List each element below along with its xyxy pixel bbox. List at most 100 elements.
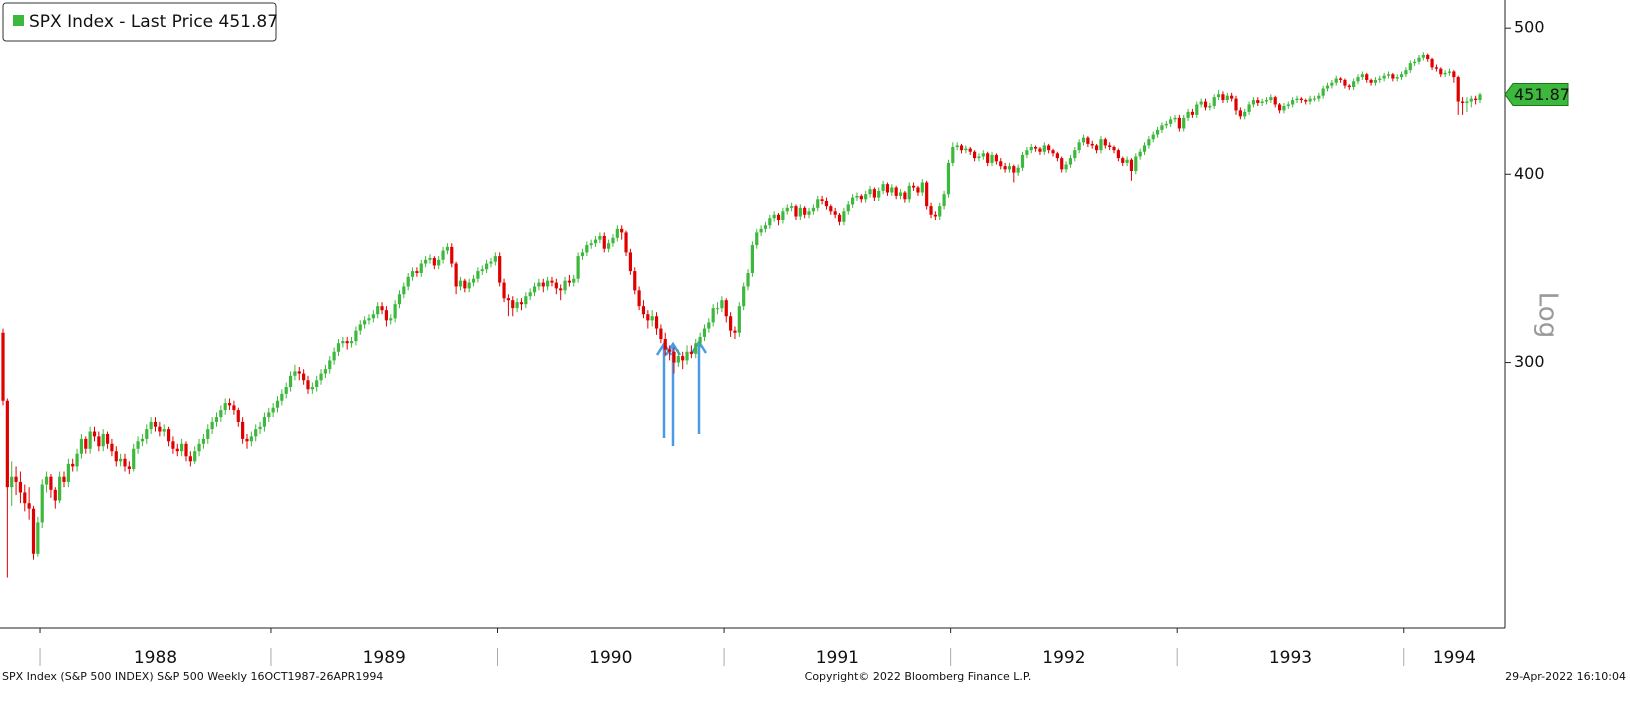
candle-body xyxy=(951,147,955,163)
x-tick-label: 1988 xyxy=(134,648,177,668)
candle-body xyxy=(615,228,619,238)
candle-body xyxy=(920,182,924,193)
x-tick-label: 1994 xyxy=(1433,648,1476,668)
candle-body xyxy=(999,161,1003,167)
x-tick-label: 1993 xyxy=(1269,648,1312,668)
candle-body xyxy=(567,280,572,283)
candle-body xyxy=(1321,88,1325,96)
candle-body xyxy=(223,403,227,411)
candle-body xyxy=(219,410,223,418)
candle-body xyxy=(546,280,550,287)
candle-body xyxy=(864,194,868,200)
footer-center: Copyright© 2022 Bloomberg Finance L.P. xyxy=(805,670,1032,683)
candle-body xyxy=(750,245,754,273)
candle-body xyxy=(959,145,964,151)
candle-body xyxy=(419,263,423,273)
candle-body xyxy=(206,429,210,439)
candle-body xyxy=(1195,104,1199,115)
candle-body xyxy=(1399,74,1404,78)
candle-body xyxy=(820,199,824,201)
candle-body xyxy=(66,463,70,482)
candle-body xyxy=(1142,145,1147,152)
candle-body xyxy=(1108,145,1112,148)
candle-body xyxy=(720,300,724,309)
candle-body xyxy=(506,298,511,301)
candle-body xyxy=(1386,74,1391,76)
candle-body xyxy=(36,522,40,554)
candle-body xyxy=(458,280,463,287)
candle-body xyxy=(476,271,480,279)
candle-body xyxy=(275,400,280,408)
candle-body xyxy=(685,351,689,361)
legend-box xyxy=(2,2,277,42)
candle-body xyxy=(689,351,693,354)
candle-body xyxy=(463,280,467,289)
candle-body xyxy=(319,373,323,381)
candle-body xyxy=(1465,101,1469,104)
candle-body xyxy=(659,328,663,340)
candle-body xyxy=(44,476,49,485)
candle-body xyxy=(1299,98,1303,101)
candle-body xyxy=(101,433,105,447)
candle-body xyxy=(1121,158,1125,163)
candle-body xyxy=(515,302,519,309)
candle-body xyxy=(829,206,833,212)
candle-body xyxy=(1012,166,1016,173)
candle-body xyxy=(498,256,502,283)
candle-body xyxy=(354,330,358,342)
candle-body xyxy=(1356,77,1360,82)
y-tick-label: 300 xyxy=(1514,352,1545,371)
candle-body xyxy=(376,306,380,315)
x-tick-label: 1989 xyxy=(363,648,406,668)
candle-body xyxy=(1151,134,1155,140)
candle-body xyxy=(480,269,484,272)
candle-body xyxy=(872,189,876,198)
candle-body xyxy=(1068,158,1073,165)
candle-body xyxy=(280,393,284,401)
candle-body xyxy=(88,431,92,449)
candle-body xyxy=(907,185,911,200)
legend-swatch xyxy=(13,15,24,26)
candle-body xyxy=(580,252,585,257)
candle-body xyxy=(524,296,528,305)
candle-body xyxy=(31,508,36,554)
candle-body xyxy=(1456,77,1460,102)
candle-body xyxy=(898,192,903,196)
candle-body xyxy=(650,316,654,321)
candle-body xyxy=(227,403,232,406)
candle-body xyxy=(968,148,972,152)
candle-body xyxy=(946,162,951,195)
candle-body xyxy=(885,184,890,193)
candle-body xyxy=(1447,71,1452,73)
candle-body xyxy=(711,308,715,323)
candle-body xyxy=(310,387,314,390)
candle-body xyxy=(1365,74,1369,80)
candle-body xyxy=(1155,129,1160,135)
candle-body xyxy=(193,451,197,462)
candle-body xyxy=(641,306,646,315)
candle-body xyxy=(528,292,532,297)
candle-body xyxy=(763,225,768,229)
candle-body xyxy=(846,204,850,212)
candle-body xyxy=(1116,150,1120,159)
candle-body xyxy=(742,286,746,307)
candle-body xyxy=(241,421,245,439)
candle-body xyxy=(916,187,920,193)
candle-body xyxy=(772,214,776,219)
candle-body xyxy=(349,341,354,344)
candle-body xyxy=(628,252,632,272)
candle-body xyxy=(894,187,898,196)
candle-body xyxy=(715,308,720,310)
candle-body xyxy=(1256,100,1260,104)
candle-body xyxy=(49,476,53,490)
x-tick-label: 1991 xyxy=(816,648,859,668)
candle-body xyxy=(1413,61,1417,64)
candle-body xyxy=(702,328,707,337)
candle-body xyxy=(938,206,942,217)
candle-body xyxy=(1304,100,1308,102)
candle-body xyxy=(1199,101,1203,105)
candle-body xyxy=(297,371,301,374)
candle-body xyxy=(589,243,593,246)
candle-body xyxy=(262,417,267,427)
candle-body xyxy=(633,271,637,291)
